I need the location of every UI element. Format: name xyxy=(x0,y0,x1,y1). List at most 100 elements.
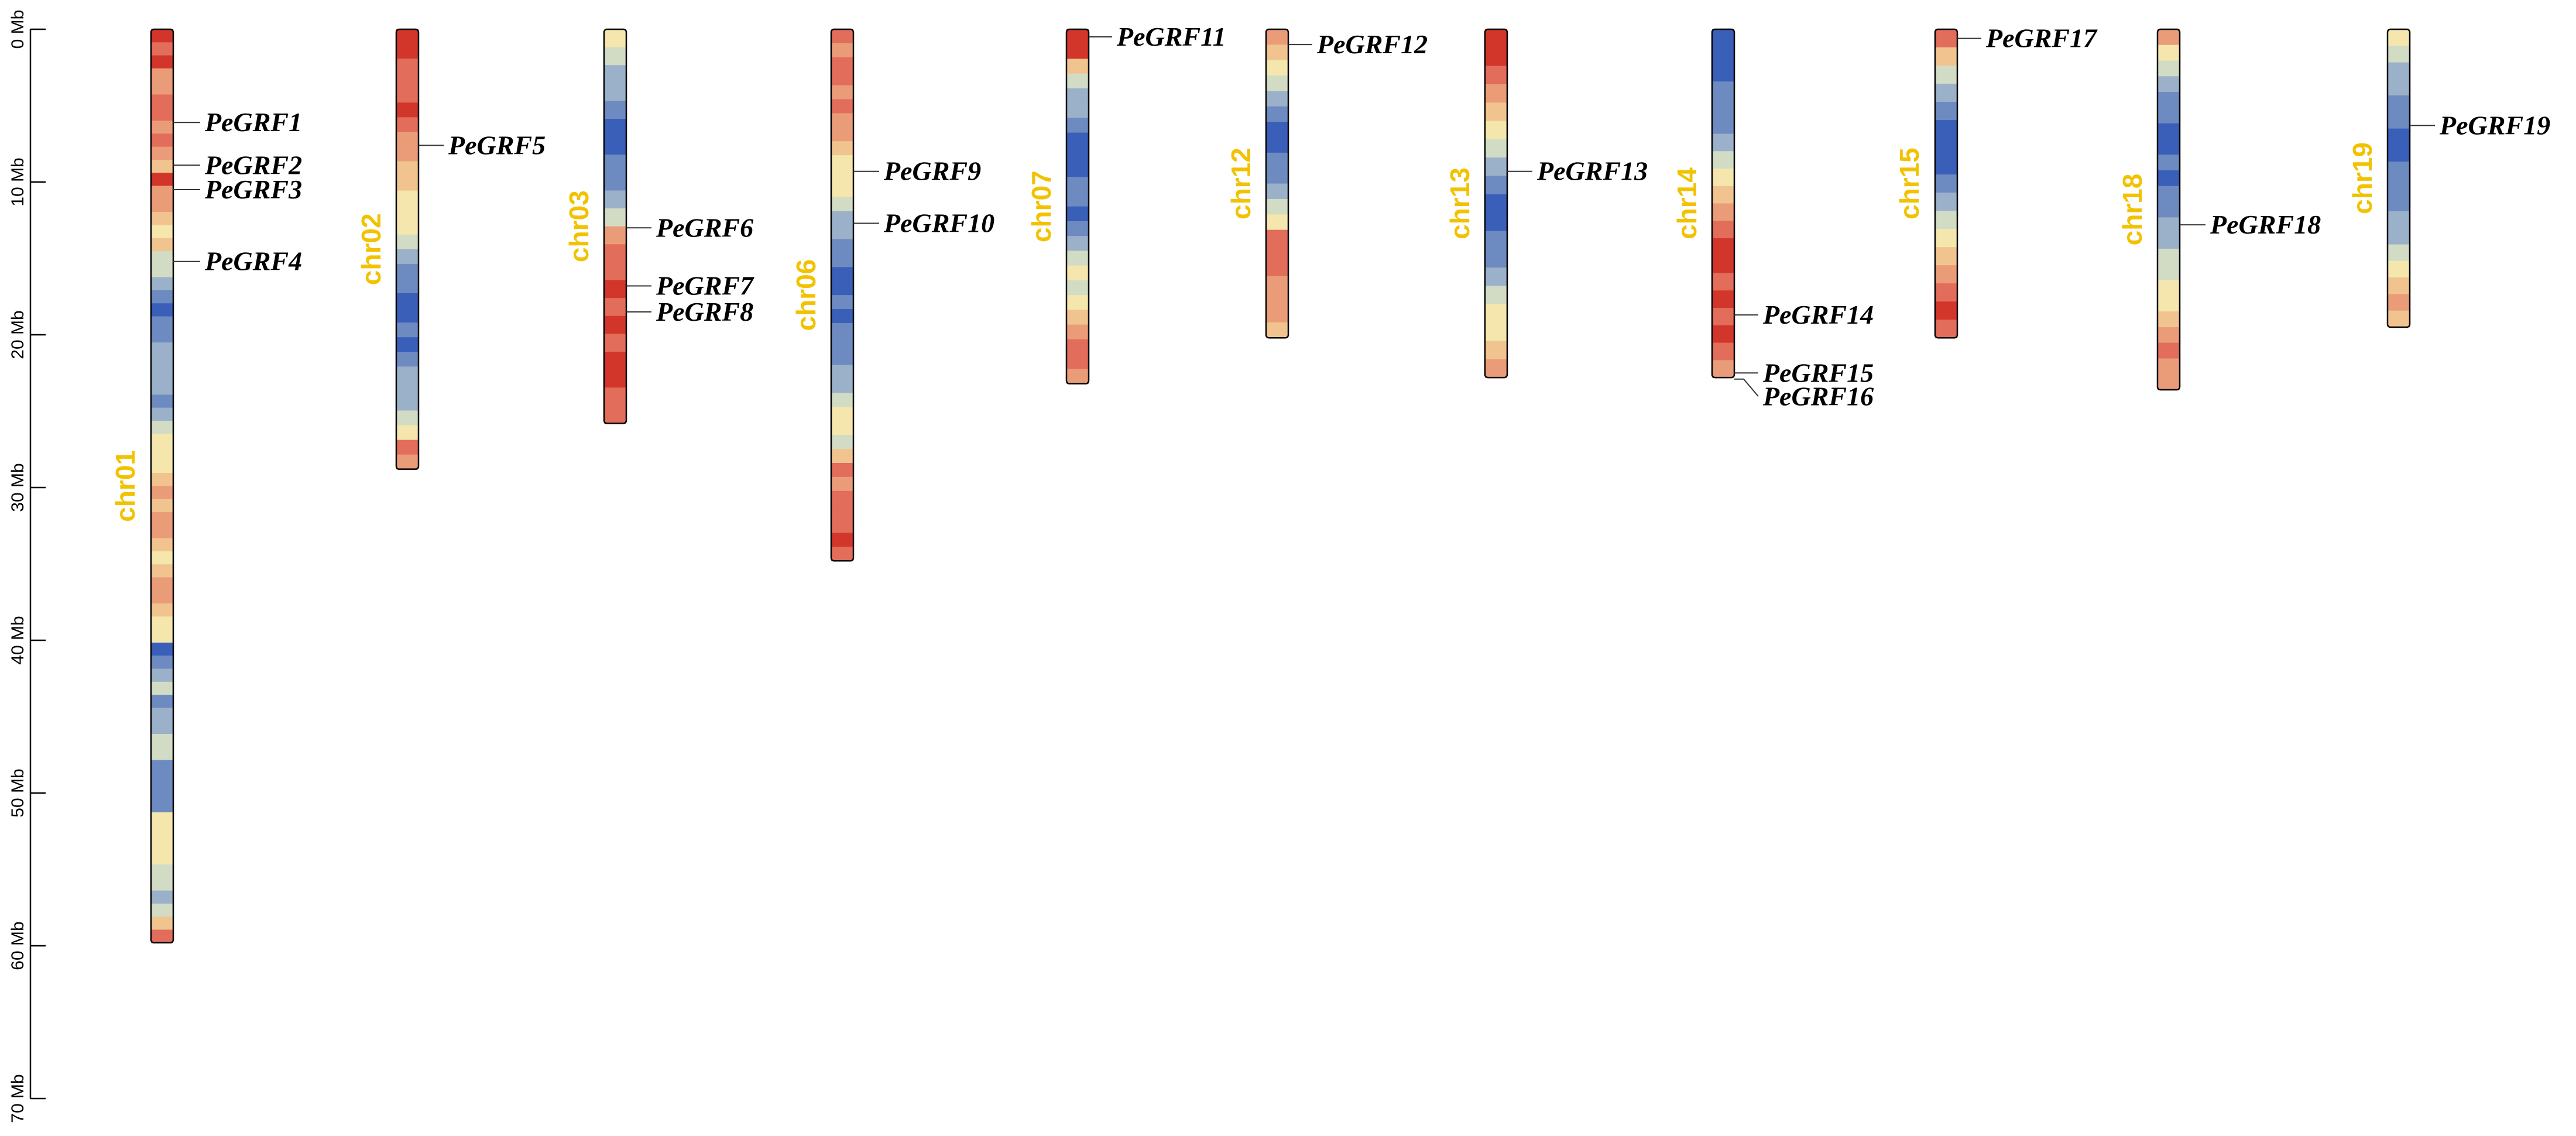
density-bin xyxy=(831,379,853,394)
density-bin xyxy=(396,454,419,470)
density-bin xyxy=(1266,291,1288,308)
density-bin xyxy=(1266,214,1288,231)
density-bin xyxy=(151,603,173,617)
density-bin xyxy=(151,121,173,134)
chromosome-chr19: chr19 PeGRF19 xyxy=(2347,28,2550,328)
density-bin xyxy=(2157,155,2180,171)
density-bin xyxy=(2388,277,2410,294)
density-bin xyxy=(151,29,173,43)
density-bin xyxy=(1066,354,1089,369)
density-bin xyxy=(151,499,173,513)
density-bin xyxy=(2388,244,2410,262)
density-bin xyxy=(1712,99,1734,117)
density-bin xyxy=(1066,147,1089,163)
density-bin xyxy=(1066,59,1089,74)
density-bin xyxy=(831,169,853,184)
density-bin xyxy=(1935,102,1957,121)
density-bin xyxy=(151,486,173,500)
density-bin xyxy=(831,281,853,296)
gene-label: PeGRF3 xyxy=(204,174,302,204)
density-bin xyxy=(396,410,419,426)
gene-label: PeGRF16 xyxy=(1762,381,1874,411)
density-bin xyxy=(396,117,419,132)
density-bin xyxy=(1935,47,1957,66)
density-bin xyxy=(2388,194,2410,212)
chromosome-label: chr15 xyxy=(1894,147,1925,219)
density-bin xyxy=(831,421,853,435)
density-bin xyxy=(396,381,419,396)
density-bin xyxy=(151,642,173,656)
density-bin xyxy=(396,234,419,250)
gene-label: PeGRF9 xyxy=(883,156,981,186)
density-bin xyxy=(396,352,419,367)
density-bin xyxy=(151,825,173,839)
density-bin xyxy=(2157,374,2180,390)
gene-label: PeGRF2 xyxy=(204,150,302,180)
density-bin xyxy=(604,47,626,66)
density-bin xyxy=(1712,290,1734,308)
chromosome-chr15: chr15 PeGRF17 xyxy=(1894,23,2098,339)
density-bin xyxy=(151,747,173,761)
axis-tick-label: 20 Mb xyxy=(8,310,28,359)
density-bin xyxy=(1066,310,1089,325)
density-bin xyxy=(1485,121,1507,140)
density-bin xyxy=(1712,81,1734,99)
density-bin xyxy=(151,420,173,434)
chromosome-label: chr01 xyxy=(110,450,140,522)
density-bin xyxy=(151,525,173,539)
density-bin xyxy=(1935,174,1957,193)
density-bin xyxy=(1712,203,1734,221)
density-bin xyxy=(1066,265,1089,281)
density-bin xyxy=(151,864,173,878)
density-bin xyxy=(1266,260,1288,277)
density-bin xyxy=(151,42,173,56)
density-bin xyxy=(2157,201,2180,218)
density-bin xyxy=(151,890,173,904)
density-bin xyxy=(831,113,853,128)
density-bin xyxy=(1935,84,1957,102)
density-bin xyxy=(396,396,419,411)
density-bin xyxy=(151,264,173,278)
gene-label: PeGRF7 xyxy=(656,270,754,300)
density-bin xyxy=(1066,236,1089,252)
density-bin xyxy=(151,708,173,722)
density-bin xyxy=(1066,162,1089,177)
density-bin xyxy=(396,102,419,118)
density-bin xyxy=(396,29,419,44)
density-bin xyxy=(2157,327,2180,344)
density-bin xyxy=(151,107,173,121)
density-bin xyxy=(1266,152,1288,169)
density-bin xyxy=(1266,183,1288,200)
density-bin xyxy=(2157,60,2180,77)
density-bin xyxy=(2388,78,2410,96)
density-bin xyxy=(1712,186,1734,204)
density-bin xyxy=(151,590,173,604)
density-bin xyxy=(1712,308,1734,326)
density-bin xyxy=(831,407,853,421)
gene-label: PeGRF17 xyxy=(1985,23,2098,53)
gene-label: PeGRF19 xyxy=(2439,110,2550,140)
density-bin xyxy=(151,277,173,291)
density-bin xyxy=(396,293,419,308)
chromosome-chr18: chr18 PeGRF18 xyxy=(2117,28,2321,391)
density-bin xyxy=(151,459,173,473)
density-bin xyxy=(151,799,173,813)
density-bin xyxy=(151,877,173,891)
density-bin xyxy=(1485,29,1507,48)
density-bin xyxy=(604,369,626,388)
density-bin xyxy=(604,280,626,298)
density-bin xyxy=(151,734,173,747)
mb-scale-axis: 0 Mb 10 Mb 20 Mb 30 Mb 40 Mb 50 Mb 60 Mb 70 Mb xyxy=(8,10,46,1123)
chromosome-outline xyxy=(1265,28,1289,339)
density-bin xyxy=(604,315,626,334)
density-bin xyxy=(151,407,173,421)
density-bin xyxy=(1066,221,1089,236)
density-bin xyxy=(1066,88,1089,104)
density-bin xyxy=(151,473,173,486)
density-bin xyxy=(1935,156,1957,175)
density-bin xyxy=(2157,233,2180,249)
density-bin xyxy=(151,616,173,630)
density-bin xyxy=(151,251,173,265)
density-bin xyxy=(831,533,853,547)
